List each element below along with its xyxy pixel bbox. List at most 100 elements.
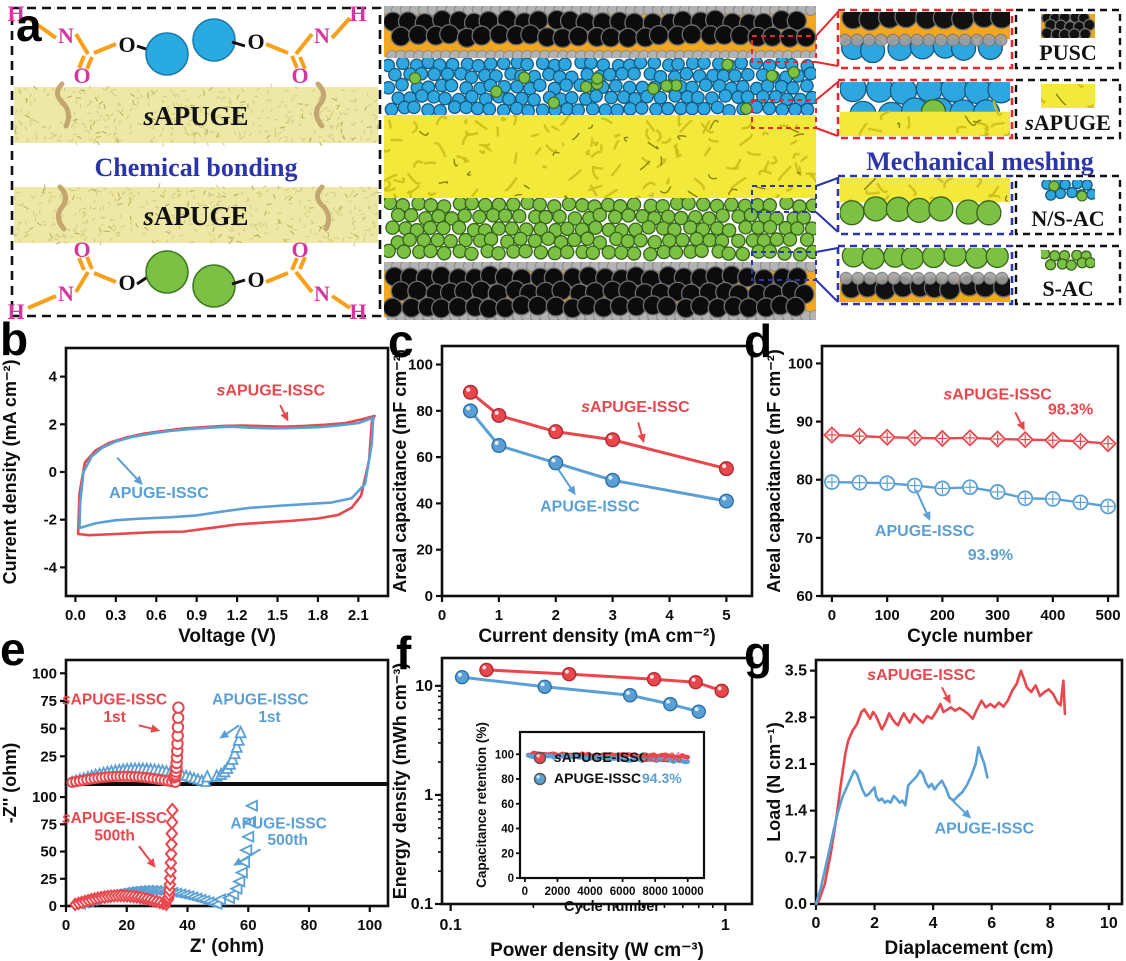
svg-text:4: 4: [49, 369, 58, 386]
svg-text:O: O: [73, 237, 90, 262]
svg-text:20: 20: [501, 848, 514, 860]
svg-text:80: 80: [301, 917, 318, 934]
svg-text:sAPUGE-ISSC: sAPUGE-ISSC: [217, 383, 326, 400]
svg-text:10000: 10000: [672, 886, 704, 898]
svg-text:0: 0: [522, 886, 528, 898]
svg-text:1: 1: [721, 917, 730, 934]
svg-text:400: 400: [1040, 607, 1065, 624]
svg-text:75: 75: [40, 816, 57, 833]
annotations: sAPUGE-ISSC APUGE-ISSC: [540, 399, 690, 516]
svg-text:100: 100: [495, 749, 514, 761]
svg-text:Areal capacitance (mF cm⁻²): Areal capacitance (mF cm⁻²): [766, 349, 784, 593]
svg-text:1.5: 1.5: [267, 607, 288, 624]
svg-text:2.1: 2.1: [785, 756, 807, 773]
svg-text:1: 1: [495, 607, 503, 624]
svg-text:6000: 6000: [610, 886, 636, 898]
annotations: sAPUGE-ISSC APUGE-ISSC: [109, 383, 325, 503]
svg-text:sAPUGE-ISSC: sAPUGE-ISSC: [554, 749, 649, 765]
legend-thumb: [1041, 180, 1095, 204]
pusc-bottom-layer: [384, 262, 816, 320]
svg-text:25: 25: [40, 748, 57, 765]
inset-retention-chart: 0 2000 4000 6000 8000 10000 0 20 40 60 80 100 Cycle …: [474, 722, 706, 915]
svg-text:APUGE-ISSC: APUGE-ISSC: [935, 820, 1035, 837]
svg-text:1.8: 1.8: [308, 607, 329, 624]
svg-text:1: 1: [424, 787, 433, 804]
svg-text:100: 100: [32, 665, 57, 682]
svg-text:APUGE-ISSC: APUGE-ISSC: [109, 485, 209, 502]
panel-letter-d: d: [744, 315, 773, 367]
svg-text:APUGE-ISSC: APUGE-ISSC: [540, 499, 640, 516]
svg-text:40: 40: [501, 824, 514, 836]
svg-text:50: 50: [40, 721, 57, 738]
svg-text:0: 0: [812, 915, 821, 932]
svg-text:80: 80: [796, 472, 813, 489]
svg-text:APUGE-ISSC: APUGE-ISSC: [554, 770, 641, 786]
svg-text:Voltage (V): Voltage (V): [178, 626, 276, 647]
legend-box-PUSC: PUSC: [1014, 8, 1122, 70]
svg-text:93.9%: 93.9%: [968, 547, 1013, 564]
svg-text:O: O: [73, 63, 90, 88]
svg-text:O: O: [291, 63, 308, 88]
svg-text:O: O: [118, 32, 135, 57]
svg-text:0: 0: [425, 588, 433, 605]
zoom-detail: [840, 82, 1010, 136]
svg-text:APUGE-ISSC: APUGE-ISSC: [212, 691, 308, 708]
legend-thumb: [1041, 14, 1095, 38]
svg-text:0: 0: [49, 464, 57, 481]
svg-text:Current density (mA cm⁻²): Current density (mA cm⁻²): [0, 360, 20, 585]
panel-letter-e: e: [0, 623, 26, 675]
svg-text:1.4: 1.4: [785, 803, 807, 820]
svg-text:500th: 500th: [94, 828, 135, 845]
svg-text:3: 3: [608, 607, 616, 624]
svg-text:H: H: [349, 1, 366, 26]
zoom-detail: [840, 12, 1010, 66]
panel-g-load-chart: 0 2 4 6 8 10 0.0 0.7 1.4 2.1 2.8 3.5 Diaplacement (c…: [766, 658, 1124, 959]
svg-text:H: H: [7, 1, 24, 26]
nyquist-subplot-0: [66, 701, 248, 788]
svg-text:94.3%: 94.3%: [642, 770, 682, 786]
svg-text:0: 0: [49, 898, 57, 915]
svg-text:50: 50: [40, 844, 57, 861]
svg-text:4: 4: [665, 607, 674, 624]
legend-box-S-AC: S-AC: [1014, 244, 1122, 306]
svg-text:Energy density (mWh cm⁻³): Energy density (mWh cm⁻³): [392, 663, 410, 900]
svg-text:0.6: 0.6: [146, 607, 167, 624]
svg-text:2000: 2000: [545, 886, 571, 898]
svg-text:0.9: 0.9: [186, 607, 207, 624]
svg-text:100: 100: [875, 607, 900, 624]
zoom-detail-boxes: [836, 8, 1014, 306]
svg-text:300: 300: [985, 607, 1010, 624]
series: [814, 669, 1067, 906]
svg-text:2.1: 2.1: [348, 607, 369, 624]
legend-box-sAPUGE: sAPUGE: [1014, 78, 1122, 140]
svg-text:sAPUGE: sAPUGE: [142, 201, 248, 231]
svg-text:5: 5: [722, 607, 730, 624]
panel-letter-a: a: [16, 0, 42, 51]
axes: 0.0 0.3 0.6 0.9 1.2 1.5 1.8 2.1 -4 -2 0 2 4 Voltage (…: [0, 346, 390, 647]
svg-text:H: H: [349, 299, 366, 324]
svg-text:sAPUGE-ISSC: sAPUGE-ISSC: [867, 667, 976, 684]
svg-text:500: 500: [1096, 607, 1121, 624]
svg-text:40: 40: [416, 495, 433, 512]
svg-text:Z' (ohm): Z' (ohm): [190, 936, 264, 957]
panel-f-ragone-chart: 0.1 1 0.1 1 10 Power density (W cm⁻³) Energy d…: [392, 656, 754, 961]
panel-letter-b: b: [0, 313, 29, 365]
svg-text:Current density (mA cm⁻²): Current density (mA cm⁻²): [478, 626, 715, 647]
svg-text:0: 0: [438, 607, 446, 624]
svg-text:sAPUGE-ISSC: sAPUGE-ISSC: [62, 691, 167, 708]
series: [823, 426, 1117, 515]
svg-text:Load (N cm⁻¹): Load (N cm⁻¹): [766, 722, 784, 842]
nyquist-subplot-1: [69, 799, 258, 912]
svg-text:Power density (W cm⁻³): Power density (W cm⁻³): [490, 940, 704, 961]
svg-text:Cycle number: Cycle number: [907, 626, 1033, 647]
svg-text:1st: 1st: [103, 709, 125, 726]
svg-text:2: 2: [552, 607, 560, 624]
svg-text:60: 60: [796, 588, 813, 605]
svg-text:98.3%: 98.3%: [1048, 402, 1093, 419]
svg-text:sAPUGE-ISSC: sAPUGE-ISSC: [581, 399, 690, 416]
legend-box-N/S-AC: N/S-AC: [1014, 174, 1122, 236]
svg-text:O: O: [118, 270, 135, 295]
